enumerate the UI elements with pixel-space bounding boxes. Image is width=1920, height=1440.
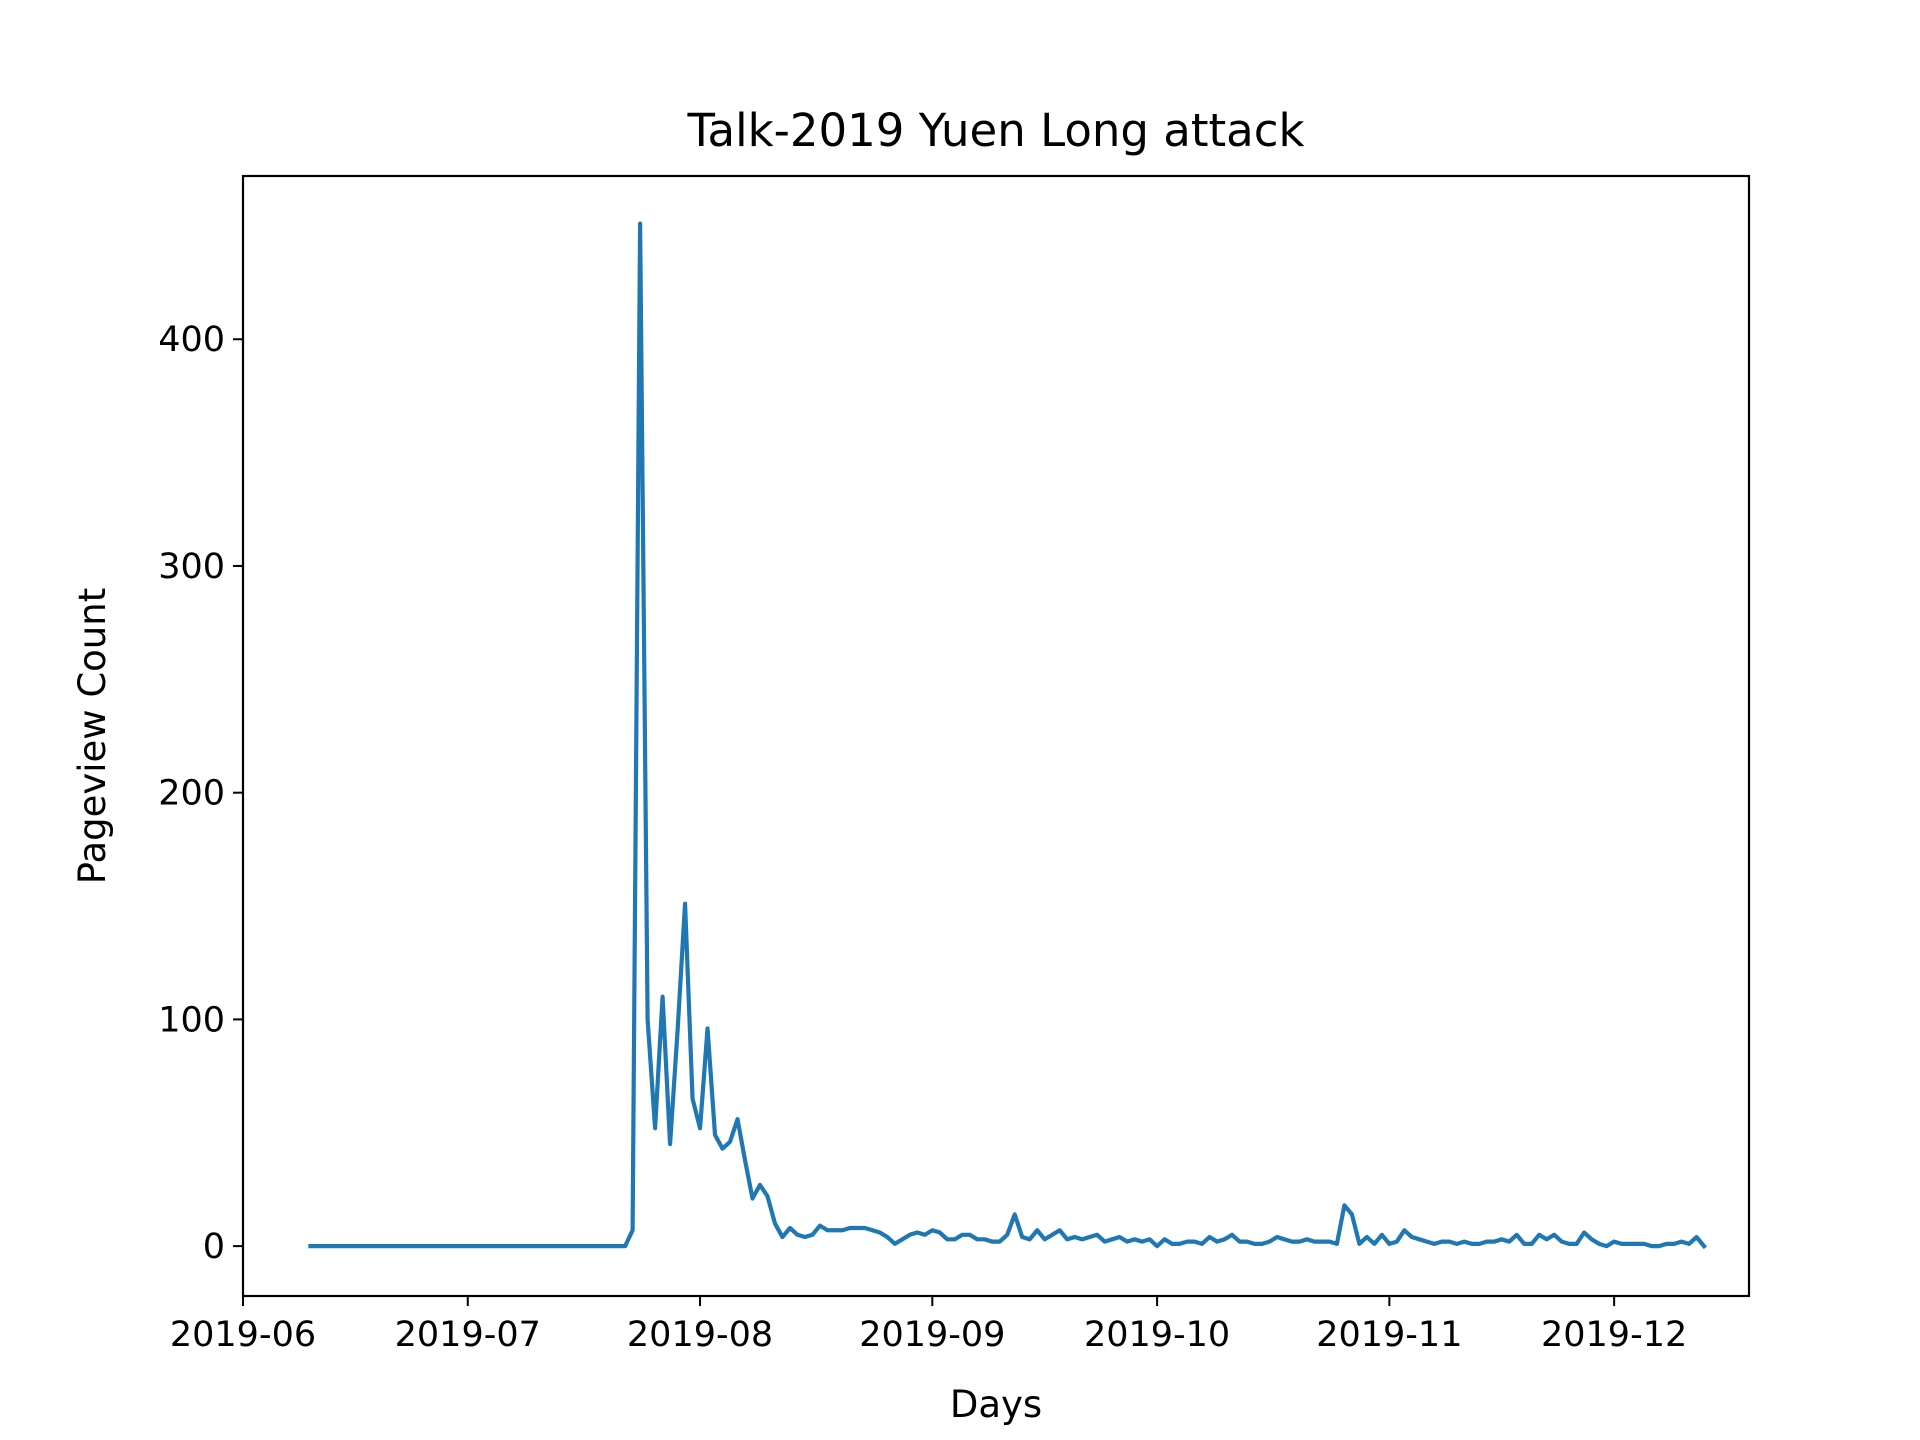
plot-frame xyxy=(241,174,1751,1298)
x-tick-label: 2019-09 xyxy=(859,1315,1005,1355)
x-axis: 2019-06 2019-07 2019-08 2019-09 2019-10 2019-… xyxy=(170,1296,1687,1355)
chart-title: Talk-2019 Yuen Long attack xyxy=(686,104,1304,157)
y-tick-label: 200 xyxy=(158,774,225,814)
y-tick-label: 0 xyxy=(203,1227,225,1267)
x-tick-label: 2019-10 xyxy=(1084,1315,1230,1355)
y-tick-label: 100 xyxy=(158,1000,225,1040)
x-axis-label: Days xyxy=(950,1383,1042,1426)
y-tick-label: 300 xyxy=(158,547,225,587)
x-tick-label: 2019-06 xyxy=(170,1315,316,1355)
plot-area xyxy=(308,221,1707,1250)
y-axis: 0 100 200 300 400 xyxy=(158,320,243,1267)
y-axis-label: Pageview Count xyxy=(71,588,114,884)
y-tick-label: 400 xyxy=(158,320,225,360)
x-tick-label: 2019-08 xyxy=(627,1315,773,1355)
x-tick-label: 2019-11 xyxy=(1316,1315,1462,1355)
x-tick-label: 2019-12 xyxy=(1541,1315,1687,1355)
series-line-0 xyxy=(308,221,1707,1250)
x-tick-label: 2019-07 xyxy=(395,1315,541,1355)
